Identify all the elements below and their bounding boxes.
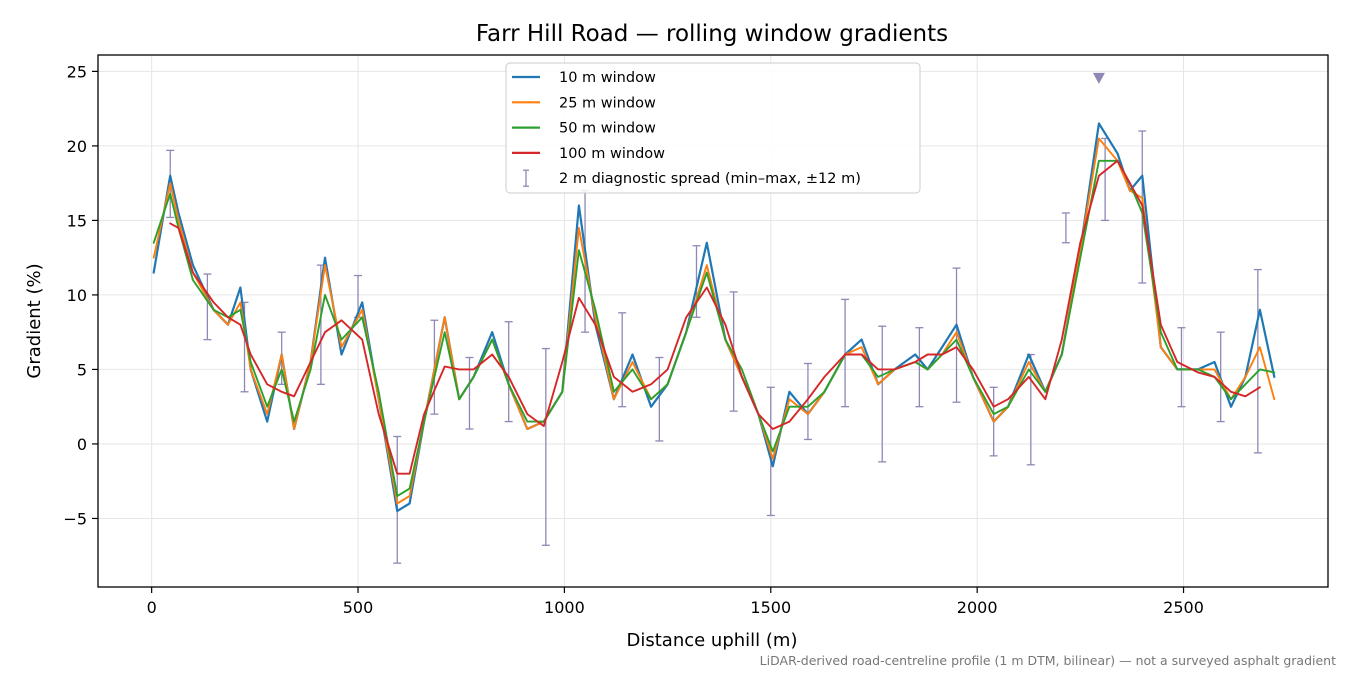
diagnostic-spread-bar <box>655 356 664 442</box>
axes-frame <box>97 54 1329 588</box>
footnote: LiDAR-derived road-centreline profile (1… <box>760 653 1336 668</box>
legend-label: 50 m window <box>559 121 656 137</box>
diagnostic-spread-bar <box>878 325 887 463</box>
legend-label: 25 m window <box>559 95 656 111</box>
series-25m-line <box>152 137 1276 505</box>
peak-marker-icon <box>1092 72 1105 84</box>
legend-item: 25 m window <box>512 95 656 111</box>
x-tick-label: 500 <box>343 598 374 617</box>
y-axis-ticks: −5 0 5 10 15 20 25 <box>63 62 98 528</box>
diagnostic-spread-bar <box>504 321 513 423</box>
y-tick-label: 25 <box>67 62 87 81</box>
chart-title: Farr Hill Road — rolling window gradient… <box>476 21 948 47</box>
diagnostic-spread-bar <box>1177 327 1186 408</box>
legend: 10 m window 25 m window 50 m window 100 m w… <box>505 62 921 194</box>
legend-item: 100 m window <box>512 146 665 162</box>
diagnostic-spread-bar <box>1061 212 1070 244</box>
legend-item: 50 m window <box>512 121 656 137</box>
y-tick-label: 0 <box>77 435 87 454</box>
diagnostic-spread-bar <box>692 245 701 318</box>
legend-label: 2 m diagnostic spread (min–max, ±12 m) <box>559 171 861 187</box>
legend-label: 100 m window <box>559 146 665 162</box>
x-tick-label: 0 <box>147 598 157 617</box>
x-axis-label: Distance uphill (m) <box>627 630 798 651</box>
y-tick-label: 5 <box>77 360 87 379</box>
x-tick-label: 2500 <box>1163 598 1204 617</box>
diagnostic-spread-bar <box>618 312 627 408</box>
legend-label: 10 m window <box>559 70 656 86</box>
x-axis-ticks: 0 500 1000 1500 2000 2500 <box>147 587 1204 617</box>
series-100m-line <box>169 159 1261 475</box>
y-tick-label: −5 <box>63 509 87 528</box>
diagnostic-spread-bar <box>952 267 961 403</box>
plot-content <box>152 72 1276 564</box>
x-tick-label: 1500 <box>750 598 791 617</box>
x-tick-label: 1000 <box>544 598 585 617</box>
y-tick-label: 15 <box>67 211 87 230</box>
diagnostic-spread-bar <box>915 327 924 408</box>
series-50m-line <box>152 159 1276 498</box>
legend-box <box>505 62 921 194</box>
diagnostic-spread-bar <box>203 273 212 341</box>
x-tick-label: 2000 <box>957 598 998 617</box>
diagnostic-spread-bar <box>803 362 812 441</box>
legend-item: 10 m window <box>512 70 656 86</box>
legend-swatch <box>523 169 529 187</box>
y-tick-label: 20 <box>67 137 87 156</box>
diagnostic-spread-bar <box>541 347 550 546</box>
plot-area <box>152 72 1276 564</box>
legend-item: 2 m diagnostic spread (min–max, ±12 m) <box>523 169 861 187</box>
y-axis-label: Gradient (%) <box>24 263 45 378</box>
diagnostic-spread-bar <box>1253 268 1262 454</box>
y-tick-label: 10 <box>67 286 87 305</box>
